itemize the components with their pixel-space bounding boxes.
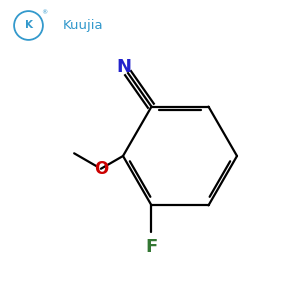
Text: F: F <box>146 238 158 256</box>
Text: N: N <box>116 58 131 76</box>
Text: O: O <box>94 160 108 178</box>
Text: ®: ® <box>41 11 47 15</box>
Text: Kuujia: Kuujia <box>63 19 104 32</box>
Text: K: K <box>25 20 32 31</box>
